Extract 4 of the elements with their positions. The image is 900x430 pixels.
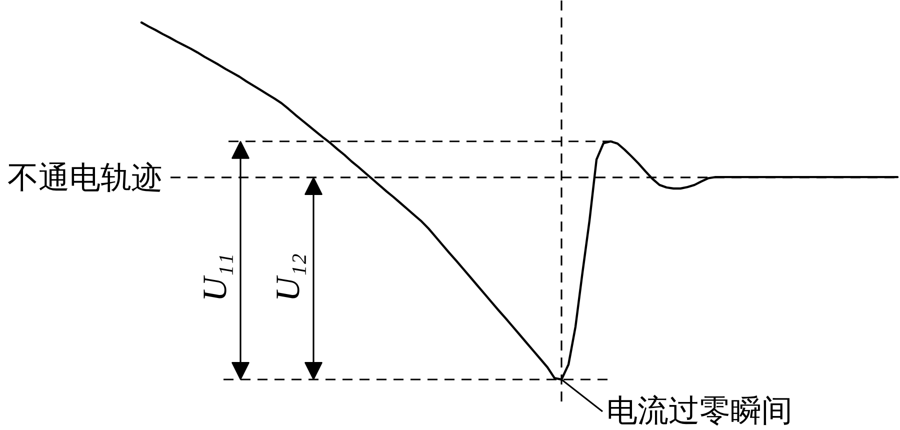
text: 电流过零瞬间 [606,393,792,428]
annotation: U₁₂ [270,253,307,302]
annotation: U₁₁ [197,253,234,302]
ref-line-label: 不通电轨迹 [8,160,162,195]
